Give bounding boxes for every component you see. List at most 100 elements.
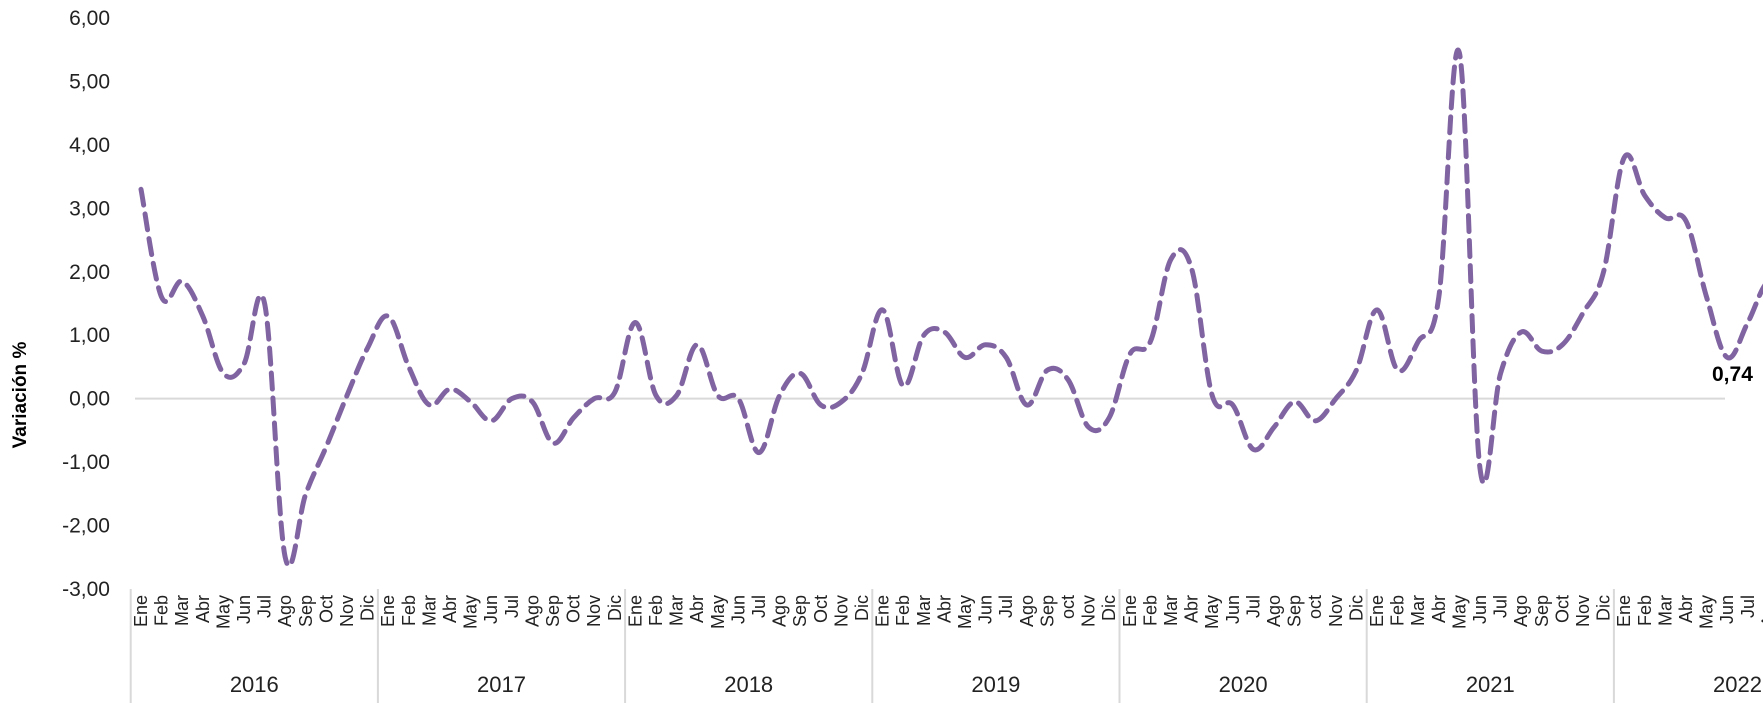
x-tick-label: Feb [1140, 595, 1160, 626]
x-tick-label: May [955, 595, 975, 629]
x-tick-label: May [1202, 595, 1222, 629]
y-tick-label: 3,00 [69, 197, 110, 220]
x-tick-label: May [1449, 595, 1469, 629]
x-tick-label: Oct [316, 595, 336, 623]
x-tick-label: Dic [1099, 595, 1119, 621]
x-tick-label: Nov [1573, 595, 1593, 627]
x-tick-label: Sep [296, 595, 316, 627]
x-tick-label: Ene [131, 595, 151, 627]
y-tick-label: 1,00 [69, 324, 110, 347]
x-tick-label: Ene [1614, 595, 1634, 627]
x-tick-label: Abr [1429, 595, 1449, 623]
x-tick-label: Ene [1120, 595, 1140, 627]
y-tick-label: 0,00 [69, 388, 110, 411]
x-tick-label: Nov [1079, 595, 1099, 627]
x-axis: Ene Feb Mar Abr May Jun Jul Ago Sep Oct Nov Dic2016… [129, 589, 1763, 703]
x-tick-label: Jul [749, 595, 769, 618]
x-tick-label: Sep [1532, 595, 1552, 627]
x-tick-label: Mar [1408, 595, 1428, 626]
x-tick-label: Oct [1552, 595, 1572, 623]
x-tick-label: Ago [1017, 595, 1037, 627]
y-tick-label: 6,00 [69, 7, 110, 30]
x-tick-label: oct [1058, 595, 1078, 619]
x-tick-label: Feb [1635, 595, 1655, 626]
x-tick-label: Jul [1243, 595, 1263, 618]
year-label: 2016 [230, 672, 279, 697]
series-line [138, 47, 1763, 569]
x-tick-label: Abr [440, 595, 460, 623]
year-label: 2022 [1713, 672, 1762, 697]
x-tick-label: Abr [687, 595, 707, 623]
x-tick-label: Dic [358, 595, 378, 621]
x-tick-label: Jun [976, 595, 996, 624]
x-tick-label: Mar [914, 595, 934, 626]
x-tick-label: Mar [419, 595, 439, 626]
x-tick-label: Ago [275, 595, 295, 627]
x-tick-label: Jul [1738, 595, 1758, 618]
year-label: 2019 [971, 672, 1020, 697]
x-tick-label: May [461, 595, 481, 629]
x-tick-label: Mar [1161, 595, 1181, 626]
x-tick-label: Ago [1511, 595, 1531, 627]
x-tick-label: May [708, 595, 728, 629]
year-label: 2018 [724, 672, 773, 697]
x-tick-label: Sep [543, 595, 563, 627]
x-tick-label: Ago [1758, 595, 1763, 627]
x-tick-label: Oct [564, 595, 584, 623]
x-tick-label: Sep [1037, 595, 1057, 627]
x-tick-label: Nov [1326, 595, 1346, 627]
x-tick-label: Feb [1388, 595, 1408, 626]
end-value-label: 0,74 [1712, 363, 1753, 386]
x-tick-label: Dic [1594, 595, 1614, 621]
x-tick-label: Feb [646, 595, 666, 626]
x-tick-label: Jun [1717, 595, 1737, 624]
x-tick-label: Sep [1285, 595, 1305, 627]
x-tick-label: Mar [667, 595, 687, 626]
x-tick-label: Mar [172, 595, 192, 626]
x-tick-label: Sep [790, 595, 810, 627]
x-tick-label: Oct [811, 595, 831, 623]
x-tick-label: Ene [873, 595, 893, 627]
year-label: 2020 [1219, 672, 1268, 697]
x-tick-label: Jun [481, 595, 501, 624]
x-tick-label: Jun [234, 595, 254, 624]
x-tick-label: Dic [852, 595, 872, 621]
y-axis: -3,00 -2,00 -1,00 0,00 1,00 2,00 3,00 4,00 5,00 6… [62, 7, 110, 601]
x-tick-label: Ago [770, 595, 790, 627]
y-tick-label: -3,00 [62, 578, 110, 601]
x-tick-label: Jul [255, 595, 275, 618]
x-tick-label: Jul [502, 595, 522, 618]
x-tick-label: Abr [193, 595, 213, 623]
y-tick-label: 2,00 [69, 261, 110, 284]
x-tick-label: Abr [934, 595, 954, 623]
y-tick-label: 4,00 [69, 134, 110, 157]
x-tick-label: Jul [996, 595, 1016, 618]
x-tick-label: Jul [1491, 595, 1511, 618]
x-tick-label: Nov [584, 595, 604, 627]
y-axis-label: Variación % [10, 342, 31, 449]
x-tick-label: Nov [831, 595, 851, 627]
x-tick-label: May [1697, 595, 1717, 629]
year-label: 2017 [477, 672, 526, 697]
x-tick-label: Abr [1182, 595, 1202, 623]
y-tick-label: -1,00 [62, 451, 110, 474]
x-tick-label: Jun [1223, 595, 1243, 624]
x-tick-label: Ene [378, 595, 398, 627]
year-label: 2021 [1466, 672, 1515, 697]
x-tick-label: Dic [605, 595, 625, 621]
x-tick-label: Ago [1264, 595, 1284, 627]
x-tick-label: Dic [1346, 595, 1366, 621]
x-tick-label: Nov [337, 595, 357, 627]
x-tick-label: Feb [399, 595, 419, 626]
x-tick-label: oct [1305, 595, 1325, 619]
y-tick-label: 5,00 [69, 70, 110, 93]
x-tick-label: Jun [728, 595, 748, 624]
x-tick-label: Jun [1470, 595, 1490, 624]
y-tick-label: -2,00 [62, 515, 110, 538]
x-tick-label: Ene [1367, 595, 1387, 627]
x-tick-label: May [213, 595, 233, 629]
x-tick-label: Ago [522, 595, 542, 627]
x-tick-label: Ene [625, 595, 645, 627]
